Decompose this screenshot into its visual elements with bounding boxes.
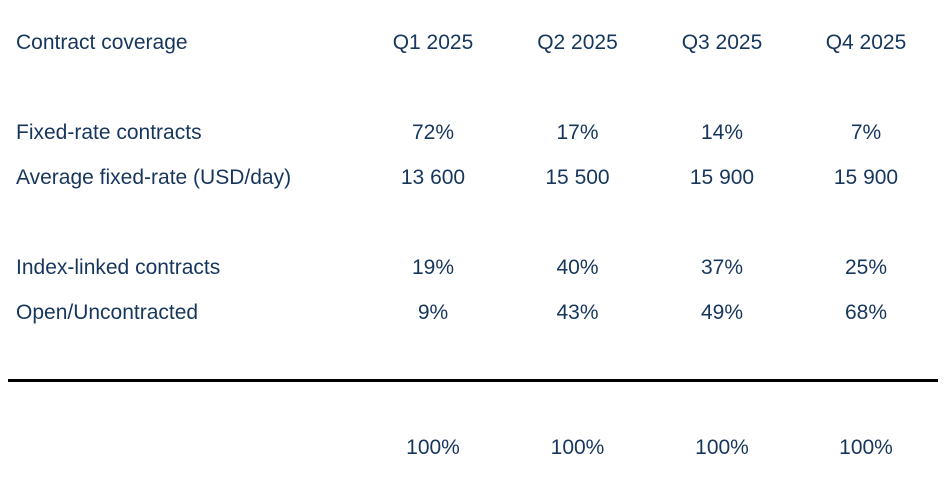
table-row-open-uncontracted: Open/Uncontracted 9% 43% 49% 68% (8, 290, 938, 335)
totals-row: 100% 100% 100% 100% (8, 425, 938, 470)
table-row-average-fixed-rate: Average fixed-rate (USD/day) 13 600 15 5… (8, 155, 938, 200)
spacer-row (8, 65, 938, 110)
cell-value: 72% (411, 120, 455, 144)
total-cell: 100% (550, 435, 605, 459)
total-cell: 100% (406, 435, 460, 459)
row-label: Index-linked contracts (16, 255, 221, 279)
cell-value: 15 900 (689, 165, 755, 189)
row-label: Open/Uncontracted (16, 300, 199, 324)
cell-value: 9% (417, 300, 449, 324)
contract-coverage-table: Contract coverage Q1 2025 Q2 2025 Q3 202… (8, 20, 938, 470)
cell-value: 13 600 (400, 165, 466, 189)
header-row: Contract coverage Q1 2025 Q2 2025 Q3 202… (8, 20, 938, 65)
total-cell: 100% (839, 435, 893, 459)
column-header-q3-2025: Q3 2025 (681, 30, 763, 54)
cell-value: 19% (411, 255, 455, 279)
column-header-q1-2025: Q1 2025 (392, 30, 474, 54)
totals-divider-rule (8, 335, 938, 382)
table-row-fixed-rate-contracts: Fixed-rate contracts 72% 17% 14% 7% (8, 110, 938, 155)
cell-value: 17% (556, 120, 599, 144)
cell-value: 15 500 (545, 165, 610, 189)
cell-value: 14% (700, 120, 744, 144)
cell-value: 43% (556, 300, 599, 324)
cell-value: 40% (556, 255, 599, 279)
table-title: Contract coverage (16, 30, 188, 54)
column-header-q4-2025: Q4 2025 (825, 30, 907, 54)
row-label: Fixed-rate contracts (16, 120, 202, 144)
cell-value: 15 900 (833, 165, 899, 189)
column-header-q2-2025: Q2 2025 (537, 30, 618, 54)
cell-value: 68% (844, 300, 888, 324)
table-row-index-linked-contracts: Index-linked contracts 19% 40% 37% 25% (8, 245, 938, 290)
cell-value: 25% (844, 255, 888, 279)
cell-value: 37% (700, 255, 744, 279)
totals-row-label-empty (8, 425, 361, 470)
total-cell: 100% (695, 435, 749, 459)
spacer-row (8, 380, 938, 425)
spacer-row (8, 200, 938, 245)
cell-value: 49% (700, 300, 744, 324)
cell-value: 7% (850, 120, 882, 144)
row-label: Average fixed-rate (USD/day) (16, 165, 292, 189)
